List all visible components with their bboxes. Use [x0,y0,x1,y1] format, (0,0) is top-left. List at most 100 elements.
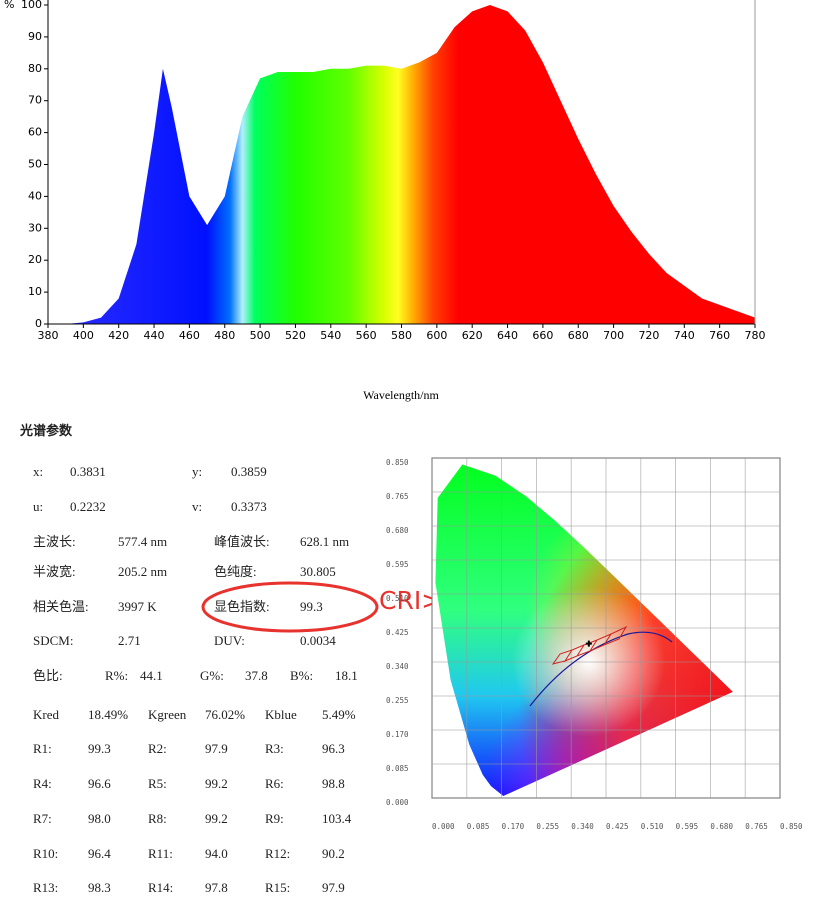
parameter-table: x: 0.3831 y: 0.3859 u: 0.2232 v: 0.3373 主波长: 577.… [33,464,358,895]
param-value: 99.3 [300,599,323,614]
y-tick-label: 0.340 [386,662,409,671]
y-tick-label: 100 [21,0,42,11]
param-value: 18.1 [335,668,358,683]
param-label: SDCM: [33,633,73,648]
param-value: 0.2232 [70,499,106,514]
x-tick-label: 600 [426,329,447,342]
param-label: R12: [265,846,290,861]
x-tick-label: 700 [603,329,624,342]
param-value: 5.49% [322,707,356,722]
y-tick-label: 50 [28,158,42,171]
y-tick-label: 80 [28,62,42,75]
param-label: R15: [265,880,290,895]
ansi-quadrangles [551,625,628,665]
param-label: 色比: [33,668,63,683]
x-tick-label: 0.680 [710,822,733,831]
y-tick-label: 0.850 [386,458,409,467]
param-label: R14: [148,880,173,895]
cie-chart: 0.000 0.085 0.170 0.255 0.340 0.425 0.510 0.595… [386,457,803,831]
x-tick-label: 760 [709,329,730,342]
section-title: 光谱参数 [19,423,73,438]
param-label: 色纯度: [214,564,257,579]
x-tick-label: 0.765 [745,822,768,831]
y-tick-label: 0.680 [386,526,409,535]
x-tick-label: 540 [320,329,341,342]
spectrum-chart: % Wavelength/nm 0 10 20 30 40 50 60 70 80 90 100 38… [4,0,766,402]
y-tick-label: 0.255 [386,696,409,705]
y-tick-label: 70 [28,94,42,107]
param-value: 99.2 [205,811,228,826]
param-value: 628.1 nm [300,534,349,549]
planckian-locus [529,631,673,707]
x-tick-label: 480 [214,329,235,342]
param-value: 205.2 nm [118,564,167,579]
x-tick-label: 0.595 [676,822,699,831]
x-tick-label: 0.170 [502,822,525,831]
y-tick-label: 0.085 [386,764,409,773]
y-axis-label: % [4,0,14,11]
y-tick-label: 30 [28,221,42,234]
param-label: Kgreen [148,707,187,722]
chromaticity-point [585,640,592,647]
y-tick-label: 0.765 [386,492,409,501]
param-label: R7: [33,811,52,826]
param-value: 98.3 [88,880,111,895]
param-label: Kred [33,707,59,722]
param-label: y: [192,464,202,479]
param-value: 97.9 [322,880,345,895]
param-label: R1: [33,741,52,756]
param-label: 主波长: [33,534,76,549]
param-value: 0.0034 [300,633,336,648]
param-value: 76.02% [205,707,245,722]
x-tick-label: 640 [497,329,518,342]
param-label: R4: [33,776,52,791]
param-value: 37.8 [245,668,268,683]
param-value: 0.3831 [70,464,106,479]
param-label: R11: [148,846,173,861]
y-tick-label: 0.595 [386,560,409,569]
y-tick-label: 90 [28,30,42,43]
x-tick-label: 380 [38,329,59,342]
x-tick-label: 520 [285,329,306,342]
x-tick-label: 0.510 [641,822,664,831]
x-tick-label: 0.850 [780,822,803,831]
x-tick-label: 0.085 [467,822,490,831]
x-tick-label: 580 [391,329,412,342]
param-value: 96.3 [322,741,345,756]
y-tick-label: 10 [28,285,42,298]
x-tick-label: 460 [179,329,200,342]
param-label: v: [192,499,202,514]
spectrum-area [48,5,755,324]
param-value: 97.9 [205,741,228,756]
y-tick-label: 0.000 [386,798,409,807]
param-value: 103.4 [322,811,352,826]
x-tick-label: 0.340 [571,822,594,831]
x-tick-label: 400 [73,329,94,342]
param-value: 98.0 [88,811,111,826]
param-label: Kblue [265,707,297,722]
param-value: 96.4 [88,846,111,861]
highlight-ellipse [201,581,379,633]
param-label: R9: [265,811,284,826]
y-tick-label: 60 [28,126,42,139]
y-tick-label: 20 [28,253,42,266]
param-label: 峰值波长: [214,534,270,549]
param-label: 相关色温: [33,599,89,614]
x-tick-label: 780 [745,329,766,342]
param-value: 3997 K [118,599,157,614]
x-tick-label: 560 [356,329,377,342]
param-label: x: [33,464,43,479]
param-label: R5: [148,776,167,791]
x-tick-label: 660 [532,329,553,342]
x-tick-label: 440 [144,329,165,342]
param-label: B%: [290,668,313,683]
param-label: 半波宽: [33,564,76,579]
param-label: R2: [148,741,167,756]
param-label: G%: [200,668,224,683]
y-tick-label: 0.510 [386,594,409,603]
param-value: 99.2 [205,776,228,791]
param-value: 97.8 [205,880,228,895]
x-axis-label: Wavelength/nm [363,388,439,402]
param-label: R%: [105,668,128,683]
x-tick-label: 0.425 [606,822,629,831]
